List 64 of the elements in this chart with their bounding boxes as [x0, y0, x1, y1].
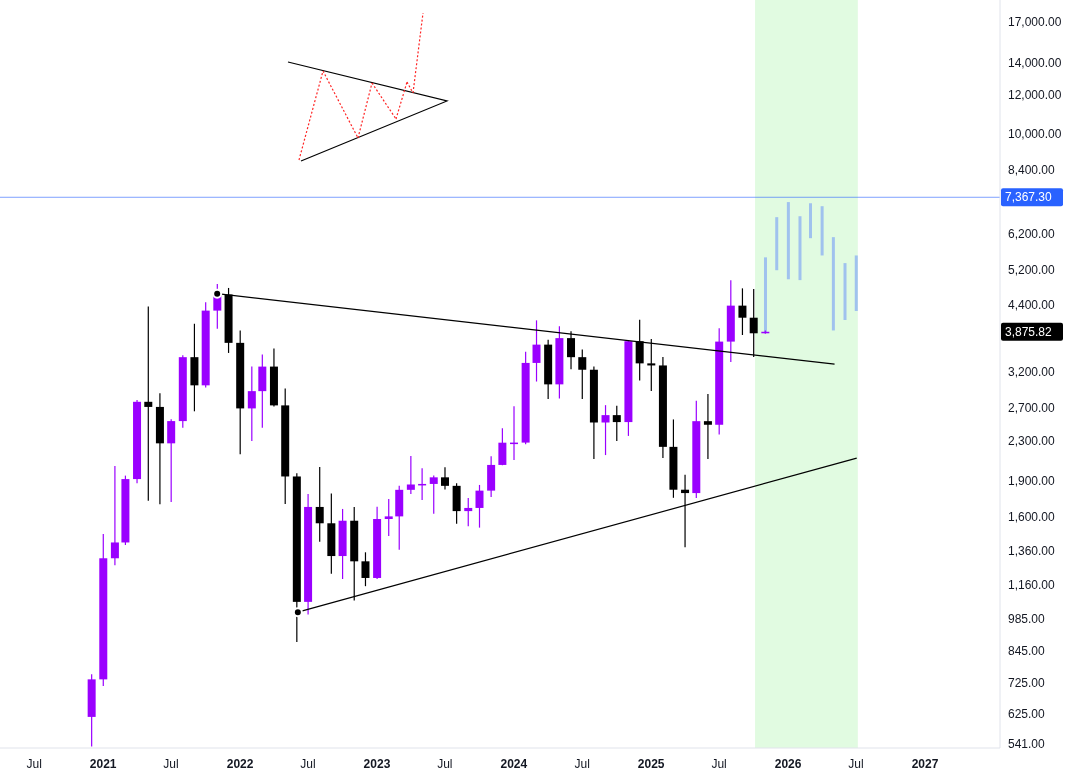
candlestick: [361, 551, 370, 587]
candlestick: [315, 466, 324, 543]
bar: [786, 202, 790, 280]
candlestick: [406, 455, 415, 495]
candlestick: [429, 475, 438, 515]
x-tick-label: 2027: [911, 757, 939, 771]
y-tick-label: 5,200.00: [1008, 263, 1056, 278]
candlestick: [498, 427, 507, 466]
candlestick: [703, 393, 712, 460]
x-tick-label: 2023: [363, 757, 391, 771]
y-tick-label: 10,000.00: [1008, 126, 1062, 141]
x-tick-label: Jul: [848, 757, 864, 771]
ref-line-label: 7,367.30: [1005, 190, 1053, 205]
x-tick-label: Jul: [437, 757, 453, 771]
y-tick-label: 6,200.00: [1008, 226, 1056, 241]
x-tick-label: Jul: [163, 757, 179, 771]
text: 3,875.82: [1005, 324, 1053, 339]
candlestick: [578, 348, 587, 400]
x-tick-label: Jul: [300, 757, 316, 771]
bar: [820, 206, 824, 256]
y-tick-label: 3,200.00: [1008, 365, 1056, 380]
candlestick: [247, 365, 256, 442]
y-tick-label: 625.00: [1008, 707, 1046, 722]
bar: [775, 217, 779, 271]
x-tick-label: 2022: [226, 757, 254, 771]
y-tick-label: 8,400.00: [1008, 163, 1056, 178]
y-tick-label: 541.00: [1008, 737, 1046, 752]
y-tick-label: 845.00: [1008, 643, 1046, 658]
y-tick-label: 1,160.00: [1008, 577, 1056, 592]
x-tick-label: 2021: [89, 757, 117, 771]
bar: [831, 237, 835, 331]
x-tick-label: Jul: [711, 757, 727, 771]
y-tick-label: 2,700.00: [1008, 400, 1056, 415]
y-tick-label: 4,400.00: [1008, 298, 1056, 313]
x-tick-label: 2026: [774, 757, 802, 771]
x-tick-label: Jul: [574, 757, 590, 771]
bar: [809, 203, 812, 239]
candlestick: [167, 418, 176, 503]
y-tick-label: 14,000.00: [1008, 56, 1062, 71]
bar: [843, 263, 847, 320]
bar: [854, 255, 858, 311]
candlestick: [738, 287, 747, 336]
y-tick-label: 12,000.00: [1008, 88, 1062, 103]
x-tick-label: 2024: [500, 757, 528, 771]
candlestick: [440, 466, 449, 491]
candlestick: [532, 319, 541, 383]
candlestick: [110, 465, 119, 566]
y-tick-label: 985.00: [1008, 611, 1046, 626]
x-tick-label: 2025: [637, 757, 665, 771]
y-tick-label: 17,000.00: [1008, 15, 1062, 30]
candlestick: [612, 405, 621, 442]
candlestick: [475, 484, 484, 529]
y-tick-label: 1,900.00: [1008, 474, 1056, 489]
candlestick: [601, 404, 610, 456]
candlestick: [464, 497, 473, 527]
candlestick: [144, 305, 153, 502]
y-tick-label: 1,360.00: [1008, 544, 1056, 559]
x-tick-label: Jul: [26, 757, 42, 771]
y-tick-label: 1,600.00: [1008, 510, 1056, 525]
y-tick-label: 725.00: [1008, 676, 1046, 691]
bar: [798, 216, 802, 281]
y-tick-label: 2,300.00: [1008, 434, 1056, 449]
candlestick: [384, 498, 393, 537]
bar: [763, 257, 767, 333]
